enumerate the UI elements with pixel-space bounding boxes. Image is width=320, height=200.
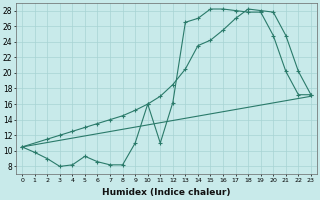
X-axis label: Humidex (Indice chaleur): Humidex (Indice chaleur) (102, 188, 231, 197)
